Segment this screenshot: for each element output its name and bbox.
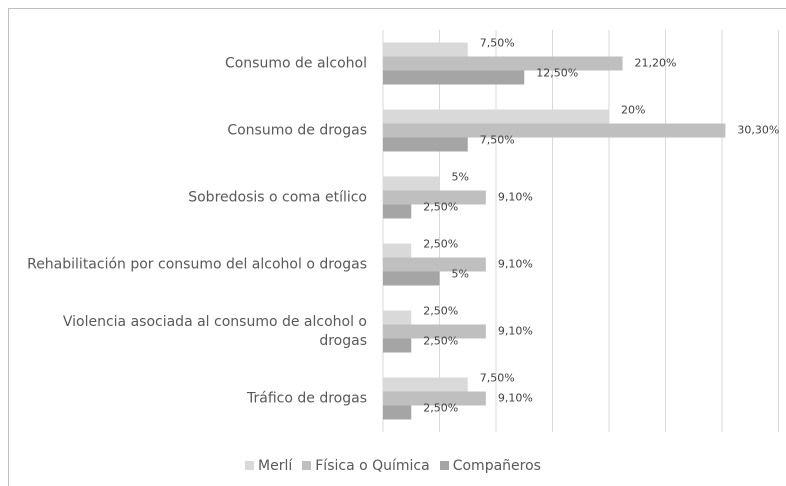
bar	[383, 123, 726, 138]
chart-border	[8, 8, 786, 486]
legend-swatch	[245, 461, 255, 470]
bar	[383, 176, 440, 191]
category-label: Rehabilitación por consumo del alcohol o…	[27, 256, 367, 272]
data-label: 2,50%	[423, 335, 458, 348]
data-label: 30,30%	[737, 124, 779, 137]
legend-label: Física o Química	[315, 458, 430, 474]
data-label: 9,10%	[498, 325, 533, 338]
data-label: 21,20%	[635, 57, 677, 70]
category-label: Consumo de alcohol	[224, 55, 367, 71]
legend-label: Merlí	[258, 458, 293, 474]
category-label: Tráfico de drogas	[247, 390, 367, 406]
bar	[383, 42, 468, 57]
legend-swatch	[302, 461, 312, 470]
data-label: 7,50%	[480, 134, 515, 147]
bar	[383, 109, 609, 124]
bar	[383, 377, 468, 392]
data-label: 5%	[452, 268, 469, 281]
bar	[383, 257, 486, 272]
data-label: 2,50%	[423, 201, 458, 214]
bar	[383, 137, 468, 152]
bar	[383, 310, 412, 325]
data-label: 12,50%	[536, 67, 578, 80]
category-label: Consumo de drogas	[227, 122, 367, 138]
bar	[383, 391, 486, 406]
bar	[383, 204, 412, 219]
legend-item: Merlí	[245, 458, 292, 474]
bar	[383, 190, 486, 205]
data-label: 2,50%	[423, 402, 458, 415]
data-label: 7,50%	[480, 37, 515, 50]
data-label: 9,10%	[498, 258, 533, 271]
legend: Merlí Física o Química Compañeros	[0, 458, 786, 474]
data-label: 9,10%	[498, 392, 533, 405]
category-label: Violencia asociada al consumo de alcohol…	[62, 313, 367, 349]
data-label: 7,50%	[480, 372, 515, 385]
data-label: 2,50%	[423, 238, 458, 251]
bar	[383, 338, 412, 353]
bar	[383, 324, 486, 339]
legend-item: Compañeros	[439, 458, 541, 474]
legend-item: Física o Química	[302, 458, 430, 474]
bar	[383, 243, 412, 258]
data-label: 20%	[621, 104, 645, 117]
legend-swatch	[439, 461, 449, 470]
bar	[383, 56, 623, 71]
legend-label: Compañeros	[452, 458, 541, 474]
data-label: 2,50%	[423, 305, 458, 318]
category-label: Sobredosis o coma etílico	[188, 189, 367, 205]
data-label: 5%	[452, 171, 469, 184]
bar	[383, 271, 440, 286]
bar	[383, 70, 525, 85]
bar	[383, 405, 412, 420]
data-label: 9,10%	[498, 191, 533, 204]
